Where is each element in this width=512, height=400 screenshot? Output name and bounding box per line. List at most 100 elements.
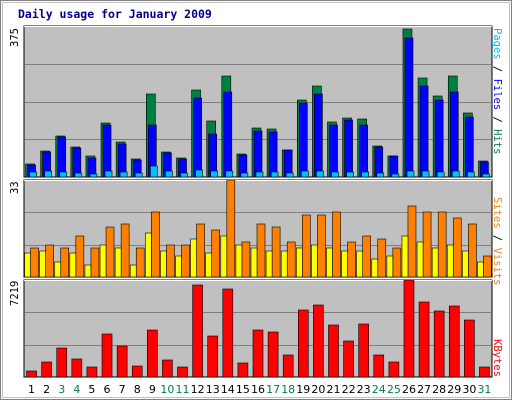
visits-bar [120, 223, 130, 278]
legend-hits: Hits [491, 129, 503, 155]
x-tick-label: 3 [58, 383, 66, 396]
x-tick-label: 31 [477, 383, 492, 396]
visits-bar [286, 241, 296, 278]
kbytes-bar [41, 361, 52, 378]
kbytes-bar [177, 366, 188, 378]
visits-bar [151, 211, 160, 278]
kbytes-bar [418, 301, 430, 378]
pages-bar [240, 172, 249, 178]
visits-bar [166, 244, 175, 278]
x-tick-label: 29 [447, 383, 462, 396]
visits-bar [422, 211, 432, 278]
kbytes-bar [116, 345, 128, 378]
files-bar [344, 119, 353, 178]
visits-bar [392, 247, 402, 278]
sites-bar [205, 252, 213, 278]
sites-bar [190, 238, 197, 278]
visits-bar [332, 211, 341, 278]
pages-bar [165, 170, 173, 178]
legend-pages: Pages [491, 28, 503, 60]
kbytes-bar [433, 310, 445, 378]
legend-top: Pages / Files / Hits [491, 28, 503, 154]
x-tick-label: 17 [266, 383, 281, 396]
files-bar [449, 91, 459, 178]
sites-bar [160, 250, 167, 278]
x-tick-label: 24 [371, 383, 386, 396]
pages-bar [89, 173, 98, 178]
sites-bar [250, 247, 258, 278]
files-bar [72, 147, 82, 178]
pages-bar [285, 172, 294, 178]
kbytes-bar [207, 335, 219, 378]
visits-bar [241, 241, 251, 278]
kbytes-bar [131, 365, 143, 378]
visits-bar [90, 247, 100, 278]
pages-bar [270, 171, 279, 178]
sites-bar [220, 235, 228, 278]
pages-bar [180, 172, 188, 178]
x-tick-label: 7 [118, 383, 126, 396]
x-tick-label: 1 [28, 383, 36, 396]
x-tick-label: 16 [251, 383, 265, 396]
visits-bar [75, 235, 85, 278]
visits-bar [271, 226, 281, 278]
visits-bar [347, 241, 356, 278]
files-bar [298, 102, 308, 178]
visits-bar [181, 244, 190, 278]
kbytes-bar [328, 324, 339, 378]
visits-bar [437, 211, 447, 278]
x-tick-label: 8 [133, 383, 141, 396]
x-tick-label: 10 [160, 383, 175, 396]
kbytes-bar [479, 366, 490, 378]
x-tick-label: 26 [401, 383, 416, 396]
kbytes-bar [56, 347, 68, 378]
x-tick-label: 25 [386, 383, 401, 396]
pages-bar [74, 172, 83, 178]
x-tick-label: 20 [311, 383, 326, 396]
sites-bar [280, 250, 288, 278]
legend-separator: / [491, 228, 503, 248]
sites-bar [145, 232, 152, 278]
x-tick-label: 28 [432, 383, 447, 396]
files-bar [465, 116, 474, 178]
visits-bar [317, 214, 326, 278]
files-bar [404, 37, 414, 178]
pages-bar [210, 170, 219, 178]
pages-bar [119, 171, 128, 178]
sites-bar [265, 250, 273, 278]
sites-bar [24, 252, 31, 278]
legend-separator: / [491, 110, 503, 130]
x-tick-label: 13 [205, 383, 220, 396]
x-tick-label: 19 [296, 383, 311, 396]
sites-bar [371, 258, 379, 278]
visits-bar [377, 238, 387, 278]
kbytes-bar [267, 331, 279, 378]
visits-bar [468, 223, 477, 278]
sites-bar [295, 247, 303, 278]
files-bar [374, 146, 384, 178]
pages-bar [331, 171, 339, 178]
kbytes-bar [358, 323, 369, 378]
kbytes-bar [71, 358, 83, 378]
sites-bar [39, 250, 46, 278]
pages-bar [421, 170, 430, 178]
pages-bar [29, 171, 37, 178]
y-max-label-bottom: 7219 [9, 280, 21, 306]
visits-bar [256, 223, 266, 278]
pages-bar [255, 171, 264, 178]
pages-bar [150, 165, 158, 178]
legend-kbytes: KBytes [491, 339, 503, 377]
files-bar [419, 85, 429, 178]
files-bar [223, 91, 233, 178]
x-tick-label: 5 [88, 383, 96, 396]
x-tick-label: 2 [43, 383, 51, 396]
x-tick-label: 4 [73, 383, 81, 396]
kbytes-bar [373, 354, 385, 378]
kbytes-bar [282, 354, 294, 378]
legend-separator: / [491, 59, 503, 79]
x-tick-label: 11 [175, 383, 190, 396]
pages-bar [300, 170, 309, 178]
pages-bar [104, 170, 113, 178]
pages-bar [451, 170, 460, 178]
